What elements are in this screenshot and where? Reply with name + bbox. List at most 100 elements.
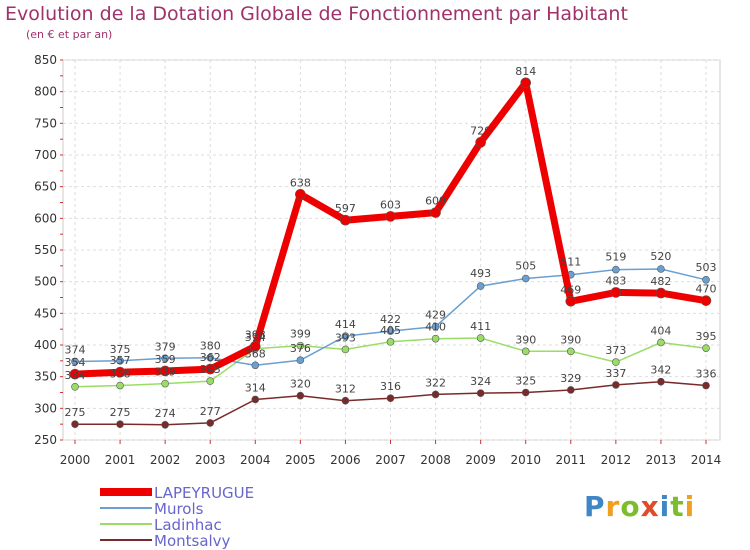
point-lapeyrugue-2011 xyxy=(565,295,577,307)
data-label-lapeyrugue-2003: 362 xyxy=(200,351,221,364)
y-tick-label-350: 350 xyxy=(34,370,57,384)
point-montsalvy-2008 xyxy=(431,390,440,399)
point-murols-2004 xyxy=(251,361,260,370)
point-ladinhac-2007 xyxy=(386,338,395,346)
data-label-ladinhac-2003: 343 xyxy=(200,363,221,376)
data-label-lapeyrugue-2000: 354 xyxy=(65,356,86,369)
data-label-montsalvy-2000: 275 xyxy=(65,406,86,419)
data-label-lapeyrugue-2009: 720 xyxy=(470,124,491,137)
data-label-murols-2012: 519 xyxy=(605,251,626,264)
point-lapeyrugue-2006 xyxy=(340,214,351,226)
point-lapeyrugue-2003 xyxy=(204,363,216,375)
point-montsalvy-2012 xyxy=(612,381,620,389)
point-murols-2010 xyxy=(521,274,530,283)
y-tick-label-850: 850 xyxy=(34,53,57,67)
point-lapeyrugue-2002 xyxy=(159,365,171,377)
chart-subtitle: (en € et par an) xyxy=(26,28,113,41)
data-label-ladinhac-2000: 334 xyxy=(65,369,86,382)
x-tick-label-2014: 2014 xyxy=(691,453,722,467)
y-tick-label-650: 650 xyxy=(34,180,57,194)
legend-label-murols: Murols xyxy=(154,500,204,518)
data-label-murols-2007: 422 xyxy=(380,313,401,326)
data-label-montsalvy-2009: 324 xyxy=(470,375,491,388)
data-label-ladinhac-2005: 399 xyxy=(290,328,311,341)
point-ladinhac-2003 xyxy=(206,377,215,385)
y-tick-label-450: 450 xyxy=(34,306,57,320)
point-ladinhac-2005 xyxy=(296,341,305,350)
point-lapeyrugue-2008 xyxy=(430,207,441,218)
point-ladinhac-2008 xyxy=(431,334,440,343)
data-label-montsalvy-2012: 337 xyxy=(605,367,626,380)
point-montsalvy-2013 xyxy=(657,377,665,386)
data-label-ladinhac-2006: 393 xyxy=(335,331,356,344)
point-montsalvy-2000 xyxy=(71,420,79,428)
data-label-lapeyrugue-2010: 814 xyxy=(515,65,536,78)
legend-label-ladinhac: Ladinhac xyxy=(154,516,222,534)
data-label-ladinhac-2011: 390 xyxy=(560,333,581,346)
data-label-lapeyrugue-2012: 483 xyxy=(605,274,626,287)
x-tick-label-2006: 2006 xyxy=(330,453,361,467)
data-label-ladinhac-2013: 404 xyxy=(650,324,671,337)
data-label-lapeyrugue-2005: 638 xyxy=(290,176,311,189)
data-label-murols-2006: 414 xyxy=(335,318,356,331)
data-label-murols-2000: 374 xyxy=(65,343,86,356)
point-murols-2009 xyxy=(476,282,485,290)
point-murols-2003 xyxy=(206,353,215,362)
data-label-murols-2014: 503 xyxy=(696,261,717,274)
y-tick-label-800: 800 xyxy=(34,85,57,99)
data-label-lapeyrugue-2008: 609 xyxy=(425,195,446,208)
point-murols-2007 xyxy=(386,327,395,335)
y-tick-label-250: 250 xyxy=(34,433,57,447)
x-tick-label-2001: 2001 xyxy=(105,453,136,467)
legend-label-montsalvy: Montsalvy xyxy=(154,532,231,550)
point-lapeyrugue-2012 xyxy=(610,287,622,298)
point-ladinhac-2006 xyxy=(341,345,350,354)
point-murols-2002 xyxy=(161,354,169,363)
data-label-murols-2008: 429 xyxy=(425,309,446,322)
data-label-murols-2004: 368 xyxy=(245,347,266,360)
data-label-lapeyrugue-2001: 357 xyxy=(110,354,131,367)
data-label-ladinhac-2012: 373 xyxy=(605,344,626,357)
x-tick-label-2003: 2003 xyxy=(195,453,226,467)
data-label-lapeyrugue-2011: 469 xyxy=(560,283,581,296)
x-tick-label-2011: 2011 xyxy=(556,453,587,467)
point-montsalvy-2002 xyxy=(161,420,169,429)
point-lapeyrugue-2010 xyxy=(520,77,532,89)
data-label-lapeyrugue-2007: 603 xyxy=(380,198,401,211)
point-murols-2012 xyxy=(612,265,620,274)
proxiti-logo: Proxiti xyxy=(584,490,696,523)
x-tick-label-2004: 2004 xyxy=(240,453,271,467)
point-montsalvy-2011 xyxy=(566,386,575,394)
data-label-montsalvy-2011: 329 xyxy=(560,372,581,385)
data-label-montsalvy-2005: 320 xyxy=(290,378,311,391)
point-murols-2013 xyxy=(657,265,665,273)
x-tick-label-2012: 2012 xyxy=(601,453,632,467)
data-label-murols-2013: 520 xyxy=(650,250,671,263)
data-label-lapeyrugue-2006: 597 xyxy=(335,202,356,215)
point-ladinhac-2010 xyxy=(521,347,530,356)
data-label-murols-2009: 493 xyxy=(470,267,491,280)
point-lapeyrugue-2000 xyxy=(69,368,81,380)
data-label-montsalvy-2006: 312 xyxy=(335,383,356,396)
point-murols-2001 xyxy=(116,357,124,365)
point-ladinhac-2000 xyxy=(71,382,79,391)
point-montsalvy-2001 xyxy=(116,420,124,428)
x-tick-label-2005: 2005 xyxy=(285,453,316,467)
y-tick-label-550: 550 xyxy=(34,243,57,257)
data-label-ladinhac-2007: 405 xyxy=(380,324,401,337)
data-label-montsalvy-2002: 274 xyxy=(155,407,176,420)
point-lapeyrugue-2004 xyxy=(249,340,261,352)
y-tick-label-700: 700 xyxy=(34,148,57,162)
y-tick-label-600: 600 xyxy=(34,211,57,225)
y-tick-label-750: 750 xyxy=(34,116,57,130)
y-tick-label-500: 500 xyxy=(34,275,57,289)
data-label-ladinhac-2002: 339 xyxy=(155,366,176,379)
point-lapeyrugue-2005 xyxy=(295,188,306,200)
data-label-ladinhac-2009: 411 xyxy=(470,320,491,333)
x-tick-label-2008: 2008 xyxy=(420,453,451,467)
data-label-murols-2001: 375 xyxy=(110,343,131,356)
data-label-ladinhac-2004: 394 xyxy=(245,331,266,344)
point-lapeyrugue-2014 xyxy=(700,295,712,306)
point-lapeyrugue-2009 xyxy=(475,137,486,148)
